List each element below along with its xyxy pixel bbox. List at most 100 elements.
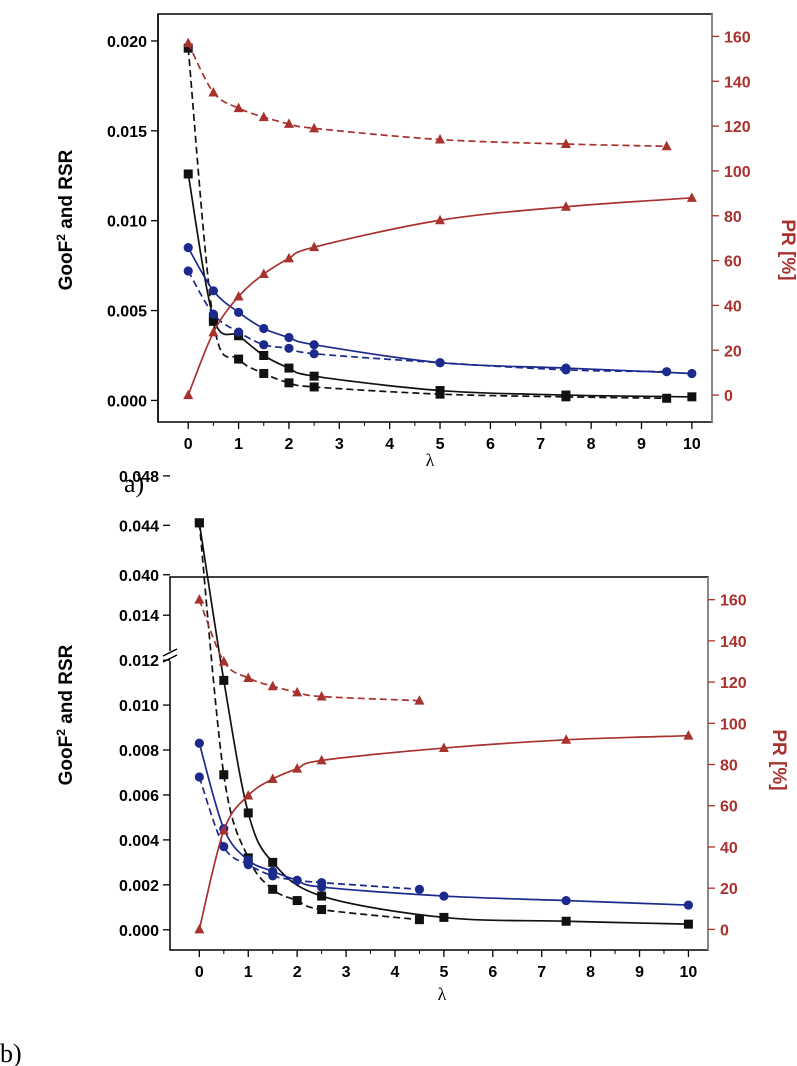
y-right-tick-label: 0 [720,922,729,939]
data-point-triangle [218,824,229,835]
data-point-circle [268,871,278,881]
y-right-tick-label: 160 [724,29,751,46]
x-axis-label-b: λ [438,984,447,1004]
y-right-tick-label: 0 [724,388,733,405]
x-tick-label: 4 [385,436,394,453]
y-right-tick-label: 140 [720,634,747,651]
data-point-circle [208,309,218,319]
y-right-tick-label: 40 [724,298,742,315]
series-line-black-dashed [198,522,420,921]
panel-b: b) λ GooF2 and RSR PR [%] 0 1 2 3 4 5 6 7 8 9 100.… [0,469,789,1066]
data-point-circle [439,891,449,901]
data-point-square [284,378,294,388]
y-right-tick-label: 120 [724,119,751,136]
y-right-tick-label: 20 [724,343,742,360]
data-point-triangle [194,923,205,934]
data-point-triangle [309,122,320,133]
x-tick-label: 0 [184,436,193,453]
data-point-square [259,368,269,378]
data-point-triangle [208,86,219,97]
series-line-blue-dashed [198,776,420,891]
data-point-triangle [316,691,327,701]
data-point-circle [284,332,294,343]
data-point-square [219,770,229,780]
y-left-tick-label: 0.006 [119,788,159,805]
data-point-square [439,912,449,922]
y-left-tick-label: 0.020 [107,34,147,51]
data-point-square [284,363,294,373]
data-point-triangle [560,201,571,211]
series-line-blue-solid [198,743,689,906]
data-point-triangle [292,686,303,697]
data-point-square [317,891,327,901]
data-point-square [234,354,244,364]
y-left-tick-label: 0.008 [119,743,159,760]
y-left-tick-label: 0.048 [119,469,159,486]
y-axis-label-left-a: GooF2 and RSR [54,149,77,290]
x-tick-label: 3 [335,436,344,453]
data-point-circle [317,877,327,888]
x-tick-label: 1 [244,964,253,981]
y-right-tick-label: 100 [720,716,747,733]
series-line-red-solid [187,196,692,396]
y-left-tick-label: 0.014 [119,608,159,625]
data-point-circle [414,884,425,894]
series-line-red-solid [198,734,689,930]
data-point-triangle [283,118,294,128]
data-point-square [292,896,302,906]
axis-break-mark-lower [162,654,178,663]
and-rsr-label-b: and RSR [56,644,77,729]
y-left-tick-label: 0.005 [107,304,147,321]
data-point-square [194,518,204,528]
axis-break-gap [163,651,177,661]
series-line-red-dashed [187,42,667,148]
data-point-circle [194,738,204,748]
x-tick-label: 0 [195,964,204,981]
chart-marks-a: 0 1 2 3 4 5 6 7 8 9 10 0.000 0.005 0.010 0.015 0.020 0 20… [107,29,751,453]
data-point-circle [687,368,697,379]
y-left-tick-label: 0.004 [119,833,159,850]
panel-label-a: a) [124,469,144,498]
axis-break-mark-upper [162,648,178,657]
goof-label-b: GooF [56,736,77,786]
data-point-square [268,884,278,894]
data-point-triangle [208,326,219,337]
data-point-triangle [267,680,278,691]
data-point-square [268,857,278,867]
data-point-square [414,915,424,925]
x-tick-label: 10 [683,436,701,453]
data-point-circle [233,307,244,317]
data-point-triangle [435,214,446,225]
y-right-tick-label: 100 [724,164,751,181]
data-point-triangle [561,734,572,744]
and-rsr-label-a: and RSR [56,149,77,234]
data-point-square [687,392,697,402]
data-point-square [183,43,193,53]
data-point-triangle [258,268,269,279]
panel-label-b: b) [0,1039,22,1066]
plot-frame-b [169,576,709,951]
data-point-triangle [438,742,449,753]
x-tick-label: 7 [537,964,546,981]
y-left-tick-label: 0.002 [119,878,159,895]
series-line-red-dashed [198,599,420,702]
y-right-tick-label: 140 [724,74,751,91]
y-left-tick-label: 0.012 [119,653,159,670]
data-point-square [309,371,319,381]
y-right-tick-label: 160 [720,593,747,610]
series-line-black-dashed [187,48,667,400]
data-point-triangle [243,672,254,682]
data-point-triangle [258,111,269,122]
data-point-circle [259,323,269,334]
x-tick-label: 9 [637,436,646,453]
data-point-circle [284,343,294,353]
y-axis-label-left-b: GooF2 and RSR [54,644,77,785]
data-point-circle [309,349,319,359]
data-point-triangle [283,252,294,263]
data-point-square [219,675,229,685]
data-point-circle [243,860,253,870]
data-point-triangle [683,730,694,740]
y-right-tick-label: 40 [720,840,738,857]
data-point-triangle [309,241,320,252]
data-point-triangle [316,754,327,765]
